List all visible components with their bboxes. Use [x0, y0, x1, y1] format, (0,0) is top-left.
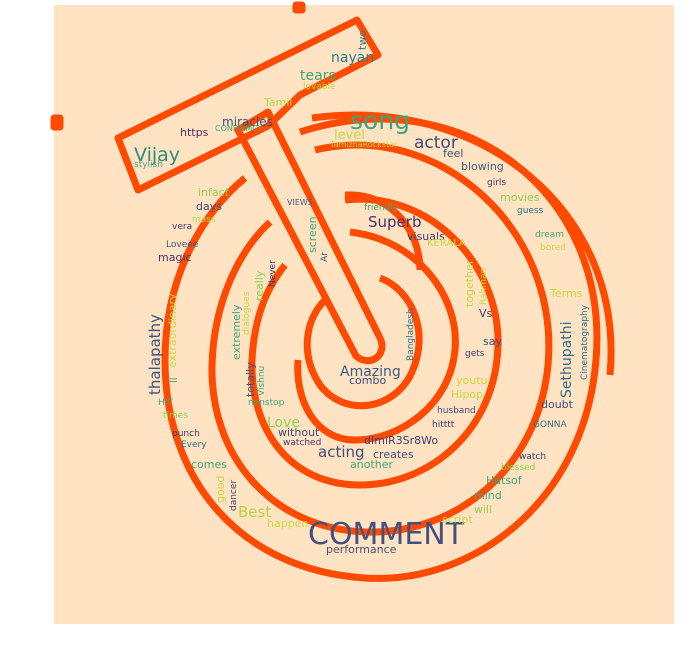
- word-kerala: KERALA: [427, 238, 466, 249]
- word-watched: watched: [283, 438, 321, 448]
- word-screen: screen: [306, 216, 319, 253]
- top-edge-mark: [292, 1, 306, 14]
- word-dimir3sr8wo: dImiR3Sr8Wo: [364, 434, 438, 447]
- logo-crossbar: [114, 16, 382, 194]
- word-superb: Superb: [368, 213, 421, 231]
- inner-spiral: [248, 195, 502, 489]
- middle-spiral: [208, 141, 553, 536]
- word-hatsof: Hatsof: [486, 474, 523, 487]
- word-dialogues: dialogues: [242, 291, 252, 335]
- word-tamizharockstar: TamizhaRockstar: [329, 140, 398, 149]
- word-hit: HIT: [158, 398, 173, 408]
- word-tamil: Tamil: [263, 96, 292, 109]
- word-infact: infact: [198, 186, 230, 199]
- word-punch: punch: [172, 429, 200, 439]
- outer-spiral-inner-edge: [311, 111, 615, 376]
- word-another: another: [350, 458, 393, 471]
- word-hitttt: hitttt: [432, 420, 455, 430]
- word-amazing: Amazing: [340, 364, 401, 380]
- word-hipop: Hipop: [451, 388, 483, 401]
- left-edge-mark: [50, 114, 64, 131]
- word-miracles: miracles: [222, 115, 273, 129]
- word-confirmcy: CONFIRMCY: [215, 124, 263, 133]
- word-dream: dream: [535, 230, 564, 240]
- word-actor: actor: [414, 133, 458, 153]
- word-girls: girls: [487, 178, 506, 188]
- innermost-spiral: [294, 228, 459, 444]
- logo-stem: [234, 108, 386, 365]
- word-lovable: lovable: [303, 82, 336, 92]
- word-without: without: [278, 426, 320, 439]
- word-acting: acting: [318, 443, 365, 461]
- word-magic: magic: [158, 251, 192, 264]
- word-mind: mind: [474, 489, 502, 502]
- word-say: say: [483, 335, 502, 348]
- word-times: times: [163, 411, 188, 421]
- word-days: days: [196, 200, 222, 213]
- cloud-background: [54, 5, 674, 624]
- word-vs: Vs: [479, 307, 493, 320]
- word-youtu: youtu: [456, 374, 488, 387]
- word-comment: COMMENT: [308, 517, 465, 552]
- word-best: Best: [238, 503, 271, 521]
- word-feel: feel: [443, 147, 463, 160]
- word-terms: Terms: [549, 287, 583, 300]
- word-friendly: friendly: [364, 203, 399, 213]
- word-doubt: doubt: [541, 398, 574, 411]
- word-song: song: [350, 106, 410, 135]
- word-sethupathi: Sethupathi: [559, 322, 575, 398]
- word-vijay: Vijay: [134, 144, 180, 166]
- word-cinematography: Cinematography: [580, 304, 590, 380]
- word-totally: totally: [244, 362, 257, 397]
- word-gets: gets: [465, 349, 485, 359]
- word-nonstop: nonstop: [248, 398, 285, 408]
- word-guess: guess: [517, 206, 544, 216]
- word-thalapathy: thalapathy: [146, 314, 164, 395]
- spiral-core: [303, 274, 423, 410]
- word-vera: vera: [172, 222, 192, 232]
- word-tears: tears: [300, 68, 336, 84]
- word-every: Every: [181, 440, 207, 450]
- word-two: two: [356, 30, 369, 50]
- word-rahman: Rahman: [479, 268, 489, 305]
- word-https: https: [180, 126, 209, 139]
- word-bangladesh: Bangladesh: [406, 308, 416, 361]
- word-nayan: nayan: [331, 50, 374, 66]
- word-movies: movies: [500, 191, 540, 204]
- word-dancer: dancer: [229, 480, 239, 511]
- word-combo: combo: [349, 374, 386, 387]
- logo-mask-outline: [50, 1, 615, 582]
- word-extraordinary: extraordinary: [166, 293, 179, 368]
- word-happen: happen: [267, 517, 308, 530]
- word-mass: mass: [192, 215, 216, 225]
- word-love: Love: [267, 415, 300, 431]
- word-watch: watch: [519, 452, 546, 462]
- word-script: script: [442, 513, 473, 526]
- word-together: together: [463, 259, 476, 307]
- word-ar: Ar: [320, 252, 330, 262]
- word-extremely: extremely: [230, 304, 243, 360]
- word-never: Never: [268, 260, 278, 287]
- word-creates: creates: [373, 448, 414, 461]
- word-blessed: blessed: [501, 463, 535, 473]
- word-gonna: GONNA: [533, 420, 568, 430]
- word-views: VIEWS: [287, 198, 313, 207]
- word-husband: husband: [437, 406, 476, 416]
- word-comes: comes: [191, 458, 227, 471]
- word-visuals: visuals: [407, 230, 445, 243]
- word-vishnu: Vishnu: [257, 366, 267, 396]
- word-ll: ll: [169, 377, 180, 383]
- word-performance: performance: [326, 543, 397, 556]
- word-stylish: stylish: [134, 160, 163, 170]
- word-bored: bored: [540, 243, 566, 253]
- core-spiral: [344, 191, 424, 271]
- word-blowing: blowing: [461, 160, 504, 173]
- word-will: will: [474, 503, 492, 516]
- word-loveee: Loveee: [166, 240, 199, 250]
- word-good: good: [214, 476, 227, 503]
- word-really: really: [253, 270, 266, 301]
- word-level: level: [334, 128, 365, 143]
